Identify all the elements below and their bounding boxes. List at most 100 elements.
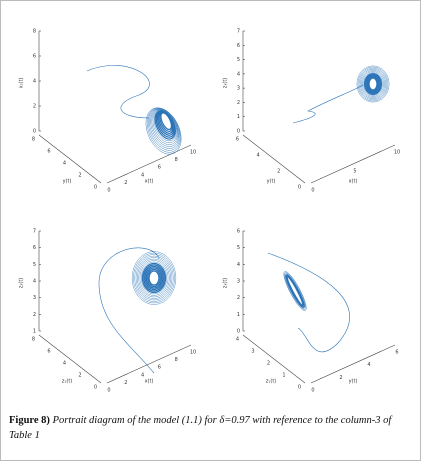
z-tick-label: 2 [237, 100, 240, 106]
y-tick-label: 0 [94, 185, 97, 191]
phase-portrait: 0 2 4 6 8 0 2 4 6 8 0 2 4 6 8 10 x₃(t) y(t) x(t) [19, 29, 197, 194]
x-axis [310, 344, 396, 384]
z-axis-label: z₃(t) [19, 278, 25, 289]
trajectory-loop [131, 251, 177, 305]
z-tick-label: 7 [33, 229, 36, 235]
y-tick-label: 4 [236, 337, 239, 343]
y-tick-label: 4 [63, 161, 66, 167]
x-tick-label: 4 [141, 372, 144, 378]
x-tick-label: 5 [353, 169, 356, 175]
trajectory-loop [362, 71, 384, 97]
trajectory-loop [368, 77, 378, 91]
z-tick-label: 4 [237, 71, 240, 77]
trajectory-loop [138, 258, 170, 298]
x-tick-label: 2 [339, 375, 342, 381]
x-tick-label: 8 [175, 357, 178, 363]
x-tick-label: 10 [190, 150, 196, 156]
y-tick-label: 2 [267, 361, 270, 367]
y-tick-label: 1 [282, 373, 285, 379]
z-axis-label: z₃(t) [223, 78, 229, 89]
trajectory-loop [361, 70, 385, 98]
trajectory-loop [286, 275, 304, 307]
caption: Figure 8) Portrait diagram of the model … [9, 413, 409, 443]
trajectory-loop [356, 65, 390, 103]
x-tick-label: 6 [395, 350, 398, 356]
trajectory-loop [144, 265, 164, 291]
trajectory-loop [284, 272, 306, 310]
trajectory-loop [285, 274, 305, 308]
y-axis-label: y(t) [267, 179, 276, 185]
y-tick-label: 0 [298, 185, 301, 191]
x-tick-label: 6 [158, 165, 161, 171]
z-tick-label: 3 [237, 279, 240, 285]
y-axis [38, 134, 102, 184]
x-axis [106, 344, 192, 384]
trajectory-loop [365, 74, 381, 94]
y-tick-label: 4 [256, 153, 259, 159]
y-axis [242, 134, 306, 184]
z-tick-label: 0 [33, 129, 36, 135]
trajectory-loop [154, 110, 176, 140]
x-axis-label: x(t) [145, 379, 154, 385]
trajectory-loop [286, 276, 304, 306]
z-tick-label: 6 [33, 54, 36, 60]
z-tick-label: 4 [237, 262, 240, 268]
z-tick-label: 1 [33, 329, 36, 335]
y-axis-label: z₁(t) [62, 379, 73, 385]
y-tick-label: 6 [236, 137, 239, 143]
z-tick-label: 3 [237, 86, 240, 92]
y-tick-label: 2 [78, 173, 81, 179]
trajectory [292, 84, 364, 124]
trajectory-loop [367, 76, 379, 92]
z-axis-label: x₃(t) [19, 78, 25, 89]
trajectory-loop [283, 271, 307, 311]
trajectory [98, 247, 160, 374]
z-tick-label: 0 [237, 329, 240, 335]
x-tick-label: 4 [141, 172, 144, 178]
trajectory-loop [134, 254, 174, 302]
x-axis-label: x(t) [145, 179, 154, 185]
trajectory-loop [146, 107, 181, 153]
y-tick-label: 8 [32, 337, 35, 343]
trajectory-loop [363, 72, 383, 96]
trajectory-loop [151, 109, 178, 145]
trajectory-loop [148, 108, 180, 151]
z-tick-label: 1 [237, 312, 240, 318]
trajectory-loop [285, 273, 305, 309]
y-tick-label: 4 [63, 361, 66, 367]
z-tick-label: 5 [237, 245, 240, 251]
x-tick-label: 0 [311, 388, 314, 394]
x-axis-label: y(t) [349, 379, 358, 385]
z-tick-label: 3 [33, 295, 36, 301]
z-tick-label: 6 [237, 229, 240, 235]
trajectory-loop [135, 255, 173, 301]
phase-portrait: 0 1 2 3 4 5 6 0 1 2 3 4 0 2 4 6 z₃(t) z₁(t) y(t) [223, 229, 399, 394]
trajectory-loop [145, 267, 163, 289]
y-axis [38, 334, 102, 384]
z-tick-label: 4 [33, 279, 36, 285]
x-tick-label: 2 [124, 380, 127, 386]
caption-label: Figure 8) [9, 415, 50, 426]
z-tick-label: 0 [237, 129, 240, 135]
trajectory-loop [143, 264, 165, 292]
y-tick-label: 8 [32, 137, 35, 143]
x-axis [106, 144, 192, 184]
trajectory-loop [141, 262, 167, 294]
y-tick-label: 3 [251, 349, 254, 355]
y-tick-label: 2 [78, 373, 81, 379]
trajectory-loop [147, 268, 161, 288]
trajectory-loop [137, 257, 171, 299]
x-tick-label: 4 [367, 362, 370, 368]
trajectory-loop [148, 270, 160, 286]
z-tick-label: 5 [33, 262, 36, 268]
trajectory-loop [363, 72, 383, 96]
trajectory-loop [139, 260, 169, 296]
x-axis-label: x(t) [349, 179, 358, 185]
z-tick-label: 1 [237, 114, 240, 120]
trajectory-loop [145, 107, 182, 155]
trajectory-loop [152, 109, 177, 144]
x-tick-label: 8 [175, 157, 178, 163]
x-tick-label: 0 [107, 388, 110, 394]
